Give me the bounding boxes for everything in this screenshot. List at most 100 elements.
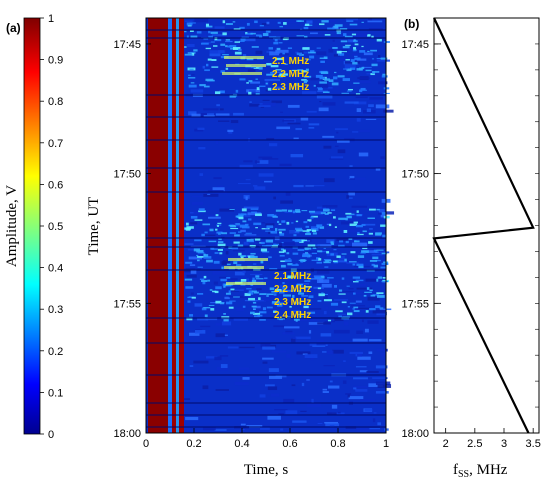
bright-cell xyxy=(252,312,261,315)
noise-cell xyxy=(348,396,364,400)
bright-cell xyxy=(241,36,249,38)
bright-cell xyxy=(214,290,219,294)
noise-cell xyxy=(325,423,340,427)
noise-cell xyxy=(194,128,204,132)
noise-cell xyxy=(334,299,349,301)
noise-cell xyxy=(324,178,335,183)
bright-cell xyxy=(321,292,324,295)
noise-cell xyxy=(246,425,263,428)
bright-cell xyxy=(203,38,209,40)
bright-cell xyxy=(214,252,219,254)
bright-cell xyxy=(275,69,282,71)
bright-cell xyxy=(361,250,369,253)
noise-cell xyxy=(305,185,314,187)
bright-cell xyxy=(283,294,292,297)
bright-cell xyxy=(334,284,338,288)
noise-cell xyxy=(268,368,279,372)
bright-cell xyxy=(345,44,351,46)
noise-cell xyxy=(239,367,250,370)
noise-cell xyxy=(184,137,193,139)
bright-cell xyxy=(298,290,302,293)
bright-cell xyxy=(248,297,256,301)
bright-cell xyxy=(317,299,322,302)
bright-cell xyxy=(291,69,298,71)
bright-cell xyxy=(363,294,367,297)
bright-cell xyxy=(354,57,361,60)
bright-cell xyxy=(368,241,373,244)
noise-cell xyxy=(362,250,378,253)
bright-cell xyxy=(330,209,336,211)
bright-cell xyxy=(240,38,246,41)
spectrogram-y-tick-label: 17:45 xyxy=(113,39,141,51)
bright-cell xyxy=(211,66,219,68)
spectrogram-y-ticks: 17:45 17:50 17:55 18:00 xyxy=(113,39,151,440)
noise-cell xyxy=(369,97,384,100)
bright-cell xyxy=(240,256,244,259)
bright-cell xyxy=(331,243,335,246)
noise-cell xyxy=(326,223,330,226)
bright-cell xyxy=(189,30,194,33)
noise-cell xyxy=(308,123,320,126)
bright-cell xyxy=(279,26,283,28)
bright-cell xyxy=(347,305,350,308)
noise-cell xyxy=(284,302,301,305)
bright-cell xyxy=(272,216,278,218)
noise-cell xyxy=(240,423,246,426)
noise-cell xyxy=(225,251,229,255)
noise-cell xyxy=(322,102,336,106)
bright-cell xyxy=(355,93,361,95)
bright-cell xyxy=(295,220,299,223)
bright-cell xyxy=(210,308,215,311)
bright-cell xyxy=(375,233,382,236)
bright-cell xyxy=(274,288,282,292)
noise-cell xyxy=(187,248,200,251)
bright-cell xyxy=(379,307,384,309)
bright-cell xyxy=(233,28,241,30)
bright-cell xyxy=(225,45,228,48)
noise-cell xyxy=(310,77,319,81)
bright-cell xyxy=(204,69,210,72)
noise-cell xyxy=(363,52,373,56)
bright-cell xyxy=(265,230,271,232)
noise-cell xyxy=(294,273,298,277)
noise-cell xyxy=(216,367,228,371)
noise-cell xyxy=(266,137,275,140)
bright-cell xyxy=(333,216,336,219)
bright-cell xyxy=(252,277,255,281)
noise-cell xyxy=(344,101,359,104)
noise-cell xyxy=(368,383,383,387)
bright-cell xyxy=(382,73,386,77)
sweep-y-tick-label: 17:55 xyxy=(401,298,429,310)
noise-cell xyxy=(323,295,328,300)
noise-cell xyxy=(213,177,222,180)
noise-cell xyxy=(352,292,363,295)
noise-cell xyxy=(275,49,289,53)
noise-cell xyxy=(245,196,248,201)
bright-cell xyxy=(269,71,274,74)
bright-cell xyxy=(356,214,362,217)
bright-cell xyxy=(331,82,339,86)
bright-cell xyxy=(344,258,347,262)
bright-cell xyxy=(215,228,218,231)
bright-cell xyxy=(346,68,352,72)
noise-cell xyxy=(353,377,368,380)
bright-cell xyxy=(229,208,235,210)
noise-cell xyxy=(244,213,251,218)
noise-cell xyxy=(203,214,219,217)
bright-cell xyxy=(382,276,387,279)
bright-cell xyxy=(280,260,287,263)
red-band-gap xyxy=(168,18,172,433)
noise-cell xyxy=(281,63,286,65)
noise-cell xyxy=(202,65,206,69)
bright-cell xyxy=(190,35,198,38)
bright-cell xyxy=(205,47,211,50)
bright-cell xyxy=(304,35,308,39)
bright-cell xyxy=(251,290,257,293)
noise-cell xyxy=(361,319,364,323)
bright-cell xyxy=(369,308,376,311)
noise-cell xyxy=(191,202,204,205)
bright-cell xyxy=(238,213,244,217)
bright-cell xyxy=(217,243,226,247)
bright-cell xyxy=(222,32,227,36)
bright-cell xyxy=(203,254,209,257)
